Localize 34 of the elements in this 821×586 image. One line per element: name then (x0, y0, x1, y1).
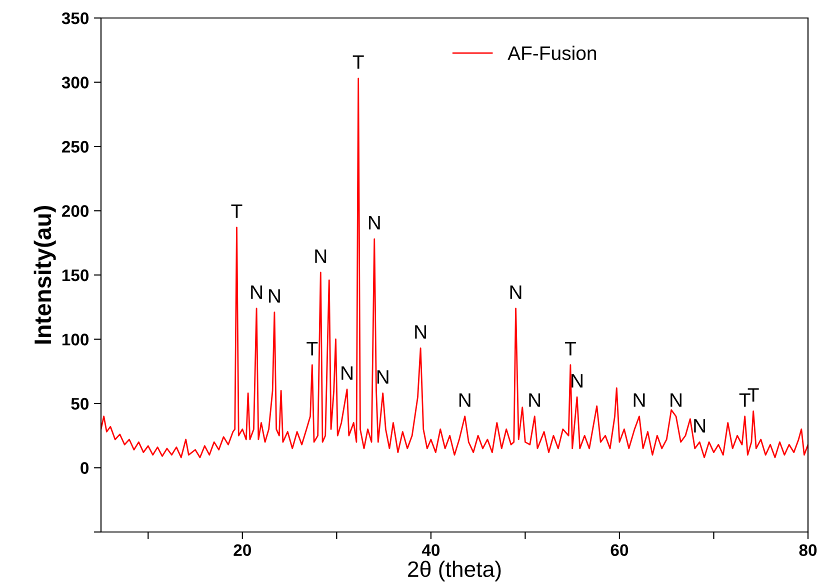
annotation: T (352, 55, 364, 69)
annotation: N (368, 216, 380, 230)
x-tick-label: 40 (422, 544, 440, 556)
line-series (101, 78, 808, 458)
y-axis-title: Intensity(au) (34, 206, 56, 344)
y-tick-label: 300 (62, 76, 89, 88)
annotation: T (231, 204, 242, 218)
annotation: T (564, 342, 576, 356)
annotation: N (572, 374, 582, 388)
x-tick-label: 20 (234, 544, 251, 556)
x-tick-label: 60 (610, 544, 628, 556)
y-tick-label: 150 (62, 269, 89, 282)
y-tick-label: 200 (62, 205, 89, 217)
annotation: N (251, 285, 262, 299)
annotation: N (529, 393, 540, 407)
annotation: N (459, 393, 470, 407)
y-tick-label: 250 (62, 140, 89, 153)
annotation: N (377, 370, 388, 384)
x-axis-title: 2θ (theta) (408, 560, 501, 582)
y-tick-label: 50 (71, 398, 89, 410)
annotation: N (670, 393, 682, 407)
x-tick-label: 80 (799, 544, 817, 556)
annotation: N (634, 393, 645, 407)
annotation: N (269, 289, 280, 303)
legend-label: AF-Fusion (508, 46, 596, 60)
y-tick-label: 100 (62, 334, 89, 346)
y-tick-label: 350 (62, 12, 89, 24)
y-tick-label: 0 (80, 462, 89, 474)
annotation: N (415, 325, 426, 339)
annotation: N (315, 249, 326, 263)
annotation: N (694, 419, 706, 432)
annotation: N (510, 285, 522, 299)
annotation: N (342, 366, 352, 380)
annotation: T (306, 342, 318, 356)
